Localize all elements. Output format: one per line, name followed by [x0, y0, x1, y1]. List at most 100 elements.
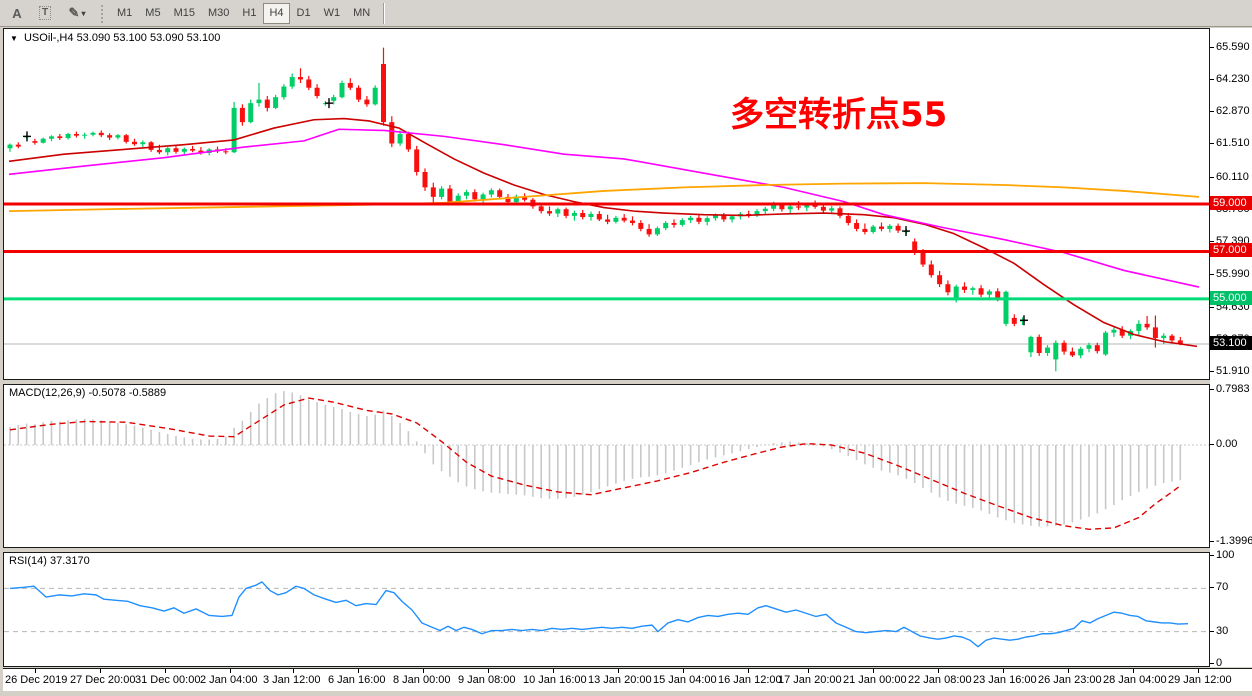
price-tick-label: 61.510: [1216, 137, 1250, 150]
time-tick-mark: [35, 669, 36, 673]
time-axis-label: 17 Jan 20:00: [778, 674, 842, 686]
price-tick-label: 65.590: [1216, 40, 1250, 53]
macd-chart-canvas[interactable]: [4, 385, 1209, 547]
toolbar-grip-handle[interactable]: [100, 3, 105, 23]
time-axis-label: 31 Dec 00:00: [135, 674, 201, 686]
time-axis-label: 6 Jan 16:00: [328, 674, 386, 686]
time-tick-mark: [423, 669, 424, 673]
time-axis-label: 2 Jan 04:00: [200, 674, 258, 686]
candlestick-chart-canvas[interactable]: [4, 29, 1209, 379]
current-price-badge: 53.100: [1210, 335, 1252, 350]
time-tick-mark: [1003, 669, 1004, 673]
axis-tick-mark: [1210, 111, 1214, 113]
time-axis-label: 15 Jan 04:00: [653, 674, 717, 686]
axis-tick-mark: [1210, 555, 1214, 556]
price-tick-label: 62.870: [1216, 105, 1250, 118]
time-tick-mark: [293, 669, 294, 673]
rsi-panel[interactable]: RSI(14) 37.3170: [3, 552, 1210, 667]
time-tick-mark: [358, 669, 359, 673]
time-axis-label: 3 Jan 12:00: [263, 674, 321, 686]
price-tick-label: 60.110: [1216, 170, 1249, 183]
axis-tick-mark: [1210, 274, 1214, 276]
axis-tick-mark: [1210, 143, 1214, 145]
chart-title: ▼ USOil-,H4 53.090 53.100 53.090 53.100: [10, 32, 220, 44]
timeframe-button-h4[interactable]: H4: [263, 2, 290, 24]
chart-symbol-period: USOil-,H4: [23, 32, 74, 44]
annotation-text: 多空转折点55: [730, 95, 948, 135]
chevron-down-icon[interactable]: ▼: [10, 34, 18, 43]
timeframe-button-mn[interactable]: MN: [353, 7, 371, 19]
time-tick-mark: [1198, 669, 1199, 673]
time-axis-label: 10 Jan 16:00: [523, 674, 587, 686]
time-tick-mark: [230, 669, 231, 673]
time-axis[interactable]: 26 Dec 2019 27 Dec 20:00 31 Dec 00:00 2 Jan…: [3, 668, 1252, 691]
axis-tick-mark: [1210, 663, 1214, 664]
time-tick-mark: [938, 669, 939, 673]
timeframe-buttons-group: M1 M5 M15 M30 H1 H4 D1 W1 MN: [111, 2, 377, 24]
time-tick-mark: [618, 669, 619, 673]
panel-splitter[interactable]: [3, 380, 1210, 384]
toolbar-separator: [383, 2, 386, 24]
axis-tick-mark: [1210, 587, 1214, 589]
time-tick-mark: [873, 669, 874, 673]
time-axis-label: 13 Jan 20:00: [588, 674, 652, 686]
timeframe-button-h1[interactable]: H1: [242, 7, 257, 19]
rsi-tick-label: 100: [1216, 549, 1235, 561]
macd-label: MACD(12,26,9) -0.5078 -0.5889: [9, 387, 167, 399]
arrows-tool-icon: ✎: [68, 5, 80, 20]
axis-tick-mark: [1210, 630, 1214, 632]
rsi-chart-canvas[interactable]: [4, 553, 1209, 666]
time-axis-label: 23 Jan 16:00: [973, 674, 1037, 686]
axis-tick-mark: [1210, 46, 1214, 48]
axis-tick-mark: [1210, 540, 1214, 542]
hline-price-badge: 59.000: [1210, 196, 1252, 210]
time-tick-mark: [165, 669, 166, 673]
price-axis[interactable]: 65.59064.23062.87061.51060.11058.75057.3…: [1210, 28, 1252, 669]
time-tick-mark: [683, 669, 684, 673]
axis-tick-mark: [1210, 306, 1214, 308]
time-axis-label: 21 Jan 00:00: [843, 674, 907, 686]
rsi-tick-label: 70: [1216, 581, 1229, 594]
arrows-tool-button[interactable]: ✎ ▾: [60, 3, 94, 24]
timeframe-button-m5[interactable]: M5: [145, 7, 161, 19]
axis-tick-mark: [1210, 388, 1214, 390]
time-tick-mark: [100, 669, 101, 673]
axis-tick-mark: [1210, 241, 1214, 243]
rsi-tick-label: 30: [1216, 624, 1229, 637]
time-axis-label: 26 Jan 23:00: [1038, 674, 1102, 686]
timeframe-button-d1[interactable]: D1: [296, 7, 311, 19]
macd-tick-label: 0.7983: [1216, 382, 1250, 395]
drawing-tools-group: A T ✎ ▾: [4, 3, 96, 24]
price-tick-label: 55.990: [1216, 268, 1250, 281]
chart-ohlc-values: 53.090 53.100 53.090 53.100: [76, 32, 221, 44]
price-tick-label: 64.230: [1216, 72, 1250, 85]
hline-price-badge: 57.000: [1210, 243, 1252, 258]
time-axis-label: 27 Dec 20:00: [70, 674, 136, 686]
rsi-tick-label: 0: [1216, 657, 1223, 669]
hline-price-badge: 55.000: [1210, 290, 1252, 305]
panel-splitter[interactable]: [3, 548, 1210, 552]
text-label-tool-button[interactable]: T: [32, 3, 58, 24]
time-tick-mark: [553, 669, 554, 673]
time-axis-label: 9 Jan 08:00: [458, 674, 516, 686]
dropdown-caret-icon: ▾: [81, 8, 86, 18]
font-tool-button[interactable]: A: [4, 3, 30, 24]
rsi-label: RSI(14) 37.3170: [9, 555, 90, 567]
text-label-tool-icon: T: [38, 6, 52, 20]
axis-tick-mark: [1210, 371, 1214, 373]
rsi-value: 37.3170: [49, 555, 90, 567]
timeframe-button-m30[interactable]: M30: [207, 7, 230, 19]
time-tick-mark: [748, 669, 749, 673]
time-tick-mark: [808, 669, 809, 673]
macd-panel[interactable]: MACD(12,26,9) -0.5078 -0.5889: [3, 384, 1210, 548]
axis-tick-mark: [1210, 444, 1214, 445]
time-axis-label: 22 Jan 08:00: [908, 674, 972, 686]
time-axis-label: 26 Dec 2019: [5, 674, 68, 686]
main-price-panel[interactable]: ▼ USOil-,H4 53.090 53.100 53.090 53.100 …: [3, 28, 1210, 380]
timeframe-button-m15[interactable]: M15: [173, 7, 195, 19]
macd-values: -0.5078 -0.5889: [88, 387, 167, 399]
toolbar: A T ✎ ▾ M1 M5 M15 M30 H1 H4 D1 W1 MN: [0, 0, 1252, 27]
timeframe-button-m1[interactable]: M1: [117, 7, 133, 19]
timeframe-button-w1[interactable]: W1: [323, 7, 341, 19]
